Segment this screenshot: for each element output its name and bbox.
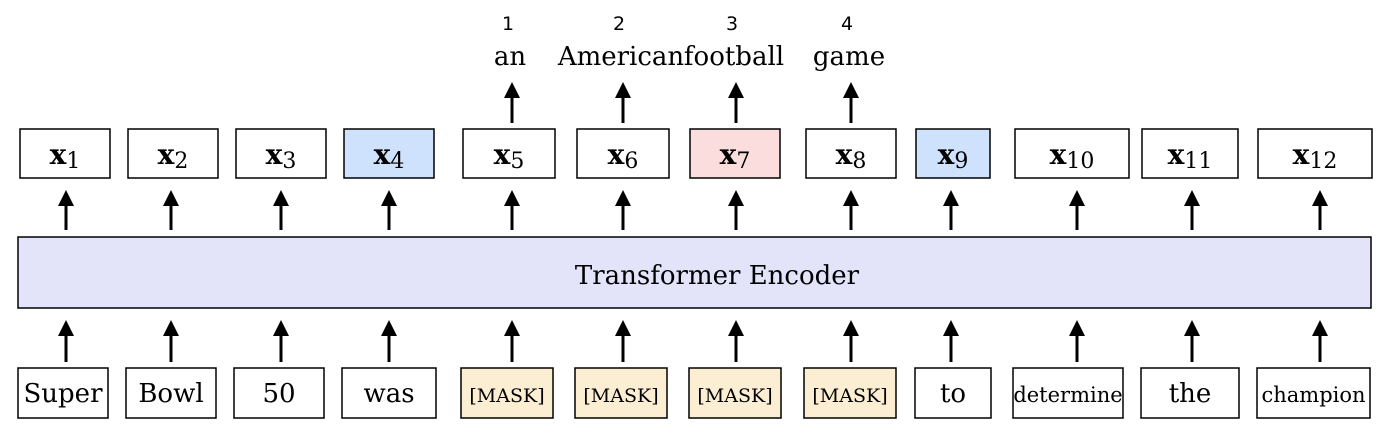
prediction-arrow <box>728 82 744 123</box>
output-vector-box <box>1014 128 1130 179</box>
encoder-to-output-arrow <box>728 190 744 230</box>
transformer-encoder-box <box>17 236 1372 309</box>
encoder-to-output-arrow <box>943 190 959 230</box>
prediction-arrow <box>504 82 520 123</box>
input-token-box <box>1256 367 1371 419</box>
predicted-word: American <box>557 42 685 72</box>
input-token-label: [MASK] <box>697 385 772 407</box>
output-vector-box <box>19 128 111 179</box>
arrows-layer <box>58 190 1328 362</box>
input-token-label: was <box>363 379 414 409</box>
encoder-layer: Transformer Encoder <box>17 236 1372 309</box>
input-to-encoder-arrow <box>58 320 74 362</box>
encoder-to-output-arrow <box>58 190 74 230</box>
prediction-order-number: 1 <box>502 13 514 35</box>
output-vector-box <box>127 128 219 179</box>
input-token-box <box>460 367 554 419</box>
output-vector-label: x9 <box>938 138 969 174</box>
input-token-box <box>688 367 782 419</box>
transformer-encoder-label: Transformer Encoder <box>575 261 860 291</box>
output-vector-box <box>805 128 897 179</box>
output-vector-label: x5 <box>494 138 525 174</box>
input-token-box <box>17 367 109 419</box>
output-vector-label: x4 <box>374 138 405 174</box>
input-to-encoder-arrow <box>1069 320 1085 362</box>
prediction-order-number: 4 <box>841 13 853 35</box>
prediction-order-number: 3 <box>726 13 738 35</box>
output-vector-box <box>689 128 781 179</box>
predicted-word: an <box>494 42 527 72</box>
input-token-label: 50 <box>262 379 295 409</box>
output-vector-label: x7 <box>720 138 751 174</box>
output-vector-label: x11 <box>1168 138 1213 174</box>
predicted-word: football <box>684 42 784 72</box>
encoder-to-output-arrow <box>1312 190 1328 230</box>
input-to-encoder-arrow <box>728 320 744 362</box>
input-token-box <box>574 367 668 419</box>
input-to-encoder-arrow <box>163 320 179 362</box>
output-vector-box <box>1257 128 1373 179</box>
input-token-label: [MASK] <box>469 385 544 407</box>
input-to-encoder-arrow <box>1184 320 1200 362</box>
input-to-encoder-arrow <box>381 320 397 362</box>
output-vector-box <box>343 128 435 179</box>
input-to-encoder-arrow <box>615 320 631 362</box>
input-token-label: [MASK] <box>812 385 887 407</box>
input-token-box <box>233 367 325 419</box>
input-token-label: Super <box>23 379 103 409</box>
prediction-arrow <box>843 82 859 123</box>
input-token-label: to <box>940 379 966 409</box>
input-token-box <box>341 367 437 419</box>
output-vector-box <box>235 128 327 179</box>
predictions-layer: an 1 American 2 football 3 game 4 <box>494 13 885 123</box>
output-vector-label: x10 <box>1050 138 1095 174</box>
encoder-to-output-arrow <box>163 190 179 230</box>
input-tokens-layer: Super Bowl 50 was [MASK] [MASK] [MASK] [MASK] to… <box>17 367 1371 419</box>
predicted-word: game <box>813 42 885 72</box>
input-to-encoder-arrow <box>843 320 859 362</box>
output-vector-box <box>462 128 556 179</box>
input-token-box <box>1140 367 1240 419</box>
output-vector-label: x12 <box>1293 138 1338 174</box>
input-token-label: the <box>1169 379 1212 409</box>
prediction-arrow <box>615 82 631 123</box>
input-token-label: [MASK] <box>583 385 658 407</box>
input-to-encoder-arrow <box>943 320 959 362</box>
input-token-box <box>1012 367 1124 419</box>
output-vector-label: x6 <box>608 138 639 174</box>
input-token-box <box>125 367 217 419</box>
output-vectors-layer: x1 x2 x3 x4 x5 x6 x7 x8 x9 x10 x11 x12 <box>19 128 1373 179</box>
output-vector-box <box>576 128 670 179</box>
input-token-label: champion <box>1261 383 1365 407</box>
output-vector-box <box>915 128 991 179</box>
encoder-to-output-arrow <box>381 190 397 230</box>
input-token-label: Bowl <box>138 379 203 409</box>
input-to-encoder-arrow <box>1312 320 1328 362</box>
encoder-to-output-arrow <box>1069 190 1085 230</box>
output-vector-label: x3 <box>266 138 297 174</box>
output-vector-box <box>1141 128 1239 179</box>
encoder-to-output-arrow <box>843 190 859 230</box>
encoder-to-output-arrow <box>504 190 520 230</box>
input-token-label: determine <box>1013 383 1122 407</box>
output-vector-label: x8 <box>836 138 867 174</box>
prediction-order-number: 2 <box>613 13 625 35</box>
encoder-to-output-arrow <box>1184 190 1200 230</box>
input-to-encoder-arrow <box>504 320 520 362</box>
input-token-box <box>914 367 992 419</box>
encoder-to-output-arrow <box>273 190 289 230</box>
input-to-encoder-arrow <box>273 320 289 362</box>
output-vector-label: x2 <box>158 138 189 174</box>
input-token-box <box>803 367 897 419</box>
encoder-to-output-arrow <box>615 190 631 230</box>
output-vector-label: x1 <box>50 138 81 174</box>
